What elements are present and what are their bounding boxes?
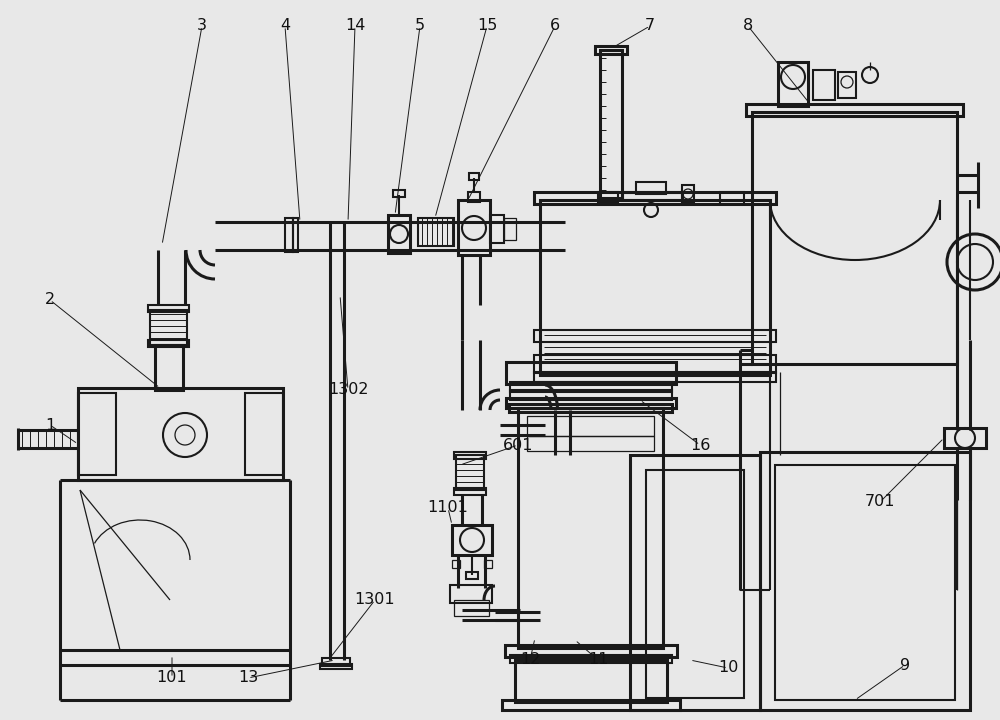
Bar: [518, 408, 663, 648]
Text: 10: 10: [718, 660, 738, 675]
Bar: [760, 452, 970, 710]
Bar: [534, 355, 776, 373]
Text: 601: 601: [503, 438, 533, 452]
Bar: [452, 525, 492, 555]
Text: 101: 101: [157, 670, 187, 685]
Bar: [150, 310, 187, 345]
Bar: [78, 388, 283, 480]
Bar: [534, 372, 776, 382]
Bar: [527, 436, 654, 451]
Bar: [78, 393, 116, 475]
Bar: [813, 70, 835, 100]
Text: 8: 8: [743, 19, 753, 34]
Text: 16: 16: [690, 438, 710, 452]
Bar: [285, 218, 293, 252]
Bar: [838, 72, 856, 98]
Bar: [534, 192, 776, 204]
Bar: [466, 572, 478, 579]
Bar: [775, 465, 955, 700]
Bar: [630, 455, 760, 710]
Bar: [148, 305, 189, 312]
Bar: [454, 600, 489, 616]
Bar: [418, 218, 454, 246]
Text: 4: 4: [280, 19, 290, 34]
Bar: [510, 382, 672, 392]
Bar: [598, 192, 618, 202]
Bar: [682, 185, 694, 203]
Bar: [469, 173, 479, 180]
Bar: [454, 488, 486, 495]
Bar: [646, 470, 744, 698]
Bar: [322, 658, 350, 666]
Bar: [595, 46, 627, 54]
Bar: [515, 660, 667, 702]
Bar: [245, 393, 283, 475]
Bar: [622, 192, 682, 200]
Bar: [458, 200, 490, 255]
Bar: [720, 192, 744, 204]
Bar: [752, 112, 957, 364]
Text: 1101: 1101: [428, 500, 468, 516]
Text: 2: 2: [45, 292, 55, 307]
Bar: [636, 182, 666, 194]
Bar: [746, 104, 963, 116]
Bar: [540, 200, 770, 375]
Bar: [450, 585, 492, 603]
Bar: [510, 390, 672, 400]
Bar: [506, 398, 676, 408]
Bar: [484, 560, 492, 568]
Text: 11: 11: [588, 652, 608, 667]
Text: 13: 13: [238, 670, 258, 685]
Text: 1302: 1302: [328, 382, 368, 397]
Text: 1: 1: [45, 418, 55, 433]
Bar: [534, 330, 776, 342]
Bar: [778, 62, 808, 106]
Text: 12: 12: [520, 652, 540, 667]
Text: 5: 5: [415, 19, 425, 34]
Bar: [148, 340, 189, 347]
Bar: [320, 664, 352, 669]
Text: 701: 701: [865, 495, 895, 510]
Bar: [452, 560, 460, 568]
Bar: [944, 428, 986, 448]
Bar: [490, 215, 504, 243]
Text: 6: 6: [550, 19, 560, 34]
Bar: [527, 416, 654, 436]
Bar: [506, 362, 676, 384]
Bar: [600, 50, 622, 198]
Bar: [293, 218, 298, 252]
Bar: [504, 218, 516, 240]
Bar: [454, 452, 486, 459]
Text: 15: 15: [477, 19, 497, 34]
Text: 9: 9: [900, 657, 910, 672]
Bar: [393, 190, 405, 197]
Text: 3: 3: [197, 19, 207, 34]
Bar: [505, 645, 677, 657]
Text: 1301: 1301: [355, 593, 395, 608]
Text: 7: 7: [645, 19, 655, 34]
Bar: [456, 455, 484, 490]
Bar: [510, 655, 672, 663]
Text: 14: 14: [345, 19, 365, 34]
Bar: [155, 345, 183, 390]
Bar: [502, 700, 680, 710]
Bar: [468, 192, 480, 202]
Bar: [388, 215, 410, 253]
Bar: [509, 404, 672, 412]
